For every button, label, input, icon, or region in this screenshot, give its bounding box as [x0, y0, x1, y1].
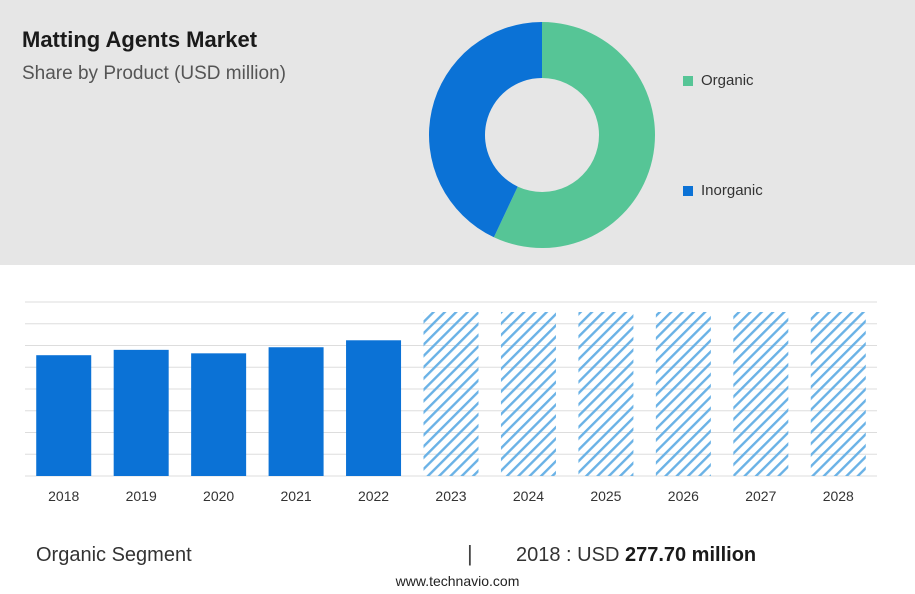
bar-forecast-2027 — [733, 312, 789, 476]
legend-item-organic: Organic — [683, 72, 754, 89]
donut-slice-organic — [493, 22, 655, 248]
chart-subtitle: Share by Product (USD million) — [22, 63, 286, 84]
bar-forecast-2026 — [655, 312, 711, 476]
bar-2021 — [268, 347, 324, 476]
x-tick-label: 2021 — [281, 488, 312, 504]
bar-forecast-2025 — [578, 312, 634, 476]
x-tick-label: 2024 — [513, 488, 544, 504]
x-tick-label: 2022 — [358, 488, 389, 504]
footer-value: 2018 : USD 277.70 million — [516, 544, 756, 567]
bar-forecast-2024 — [500, 312, 556, 476]
bar-2022 — [346, 340, 402, 476]
x-tick-label: 2018 — [48, 488, 79, 504]
donut-chart — [429, 22, 655, 248]
x-tick-label: 2019 — [126, 488, 157, 504]
x-tick-label: 2026 — [668, 488, 699, 504]
bar-chart: 2018 2019 2020 2021 2022 2023 2024 2025 2026 2027… — [25, 301, 877, 504]
x-tick-label: 2028 — [823, 488, 854, 504]
bar-2020 — [191, 353, 247, 476]
legend-label-inorganic: Inorganic — [701, 182, 763, 199]
x-tick-label: 2027 — [745, 488, 776, 504]
x-tick-label: 2025 — [590, 488, 621, 504]
legend-item-inorganic: Inorganic — [683, 182, 763, 199]
footer-segment-label: Organic Segment — [36, 544, 192, 566]
legend-swatch-organic — [683, 75, 693, 86]
donut-legend: Organic Inorganic — [683, 70, 843, 210]
footer-divider: | — [467, 541, 473, 566]
legend-label-organic: Organic — [701, 72, 754, 89]
footer-amount: 277.70 million — [624, 544, 757, 566]
x-tick-label: 2020 — [203, 488, 234, 504]
legend-swatch-inorganic — [683, 185, 693, 196]
x-tick-label: 2023 — [435, 488, 466, 504]
footer-url[interactable]: www.technavio.com — [395, 573, 520, 589]
bar-2019 — [113, 349, 169, 476]
bar-forecast-2023 — [423, 312, 479, 476]
bar-forecast-2028 — [810, 312, 866, 476]
donut-slice-inorganic — [429, 22, 542, 238]
bar-2018 — [36, 355, 92, 476]
footer-year: 2018 : USD — [516, 544, 625, 566]
chart-title: Matting Agents Market — [22, 27, 258, 52]
